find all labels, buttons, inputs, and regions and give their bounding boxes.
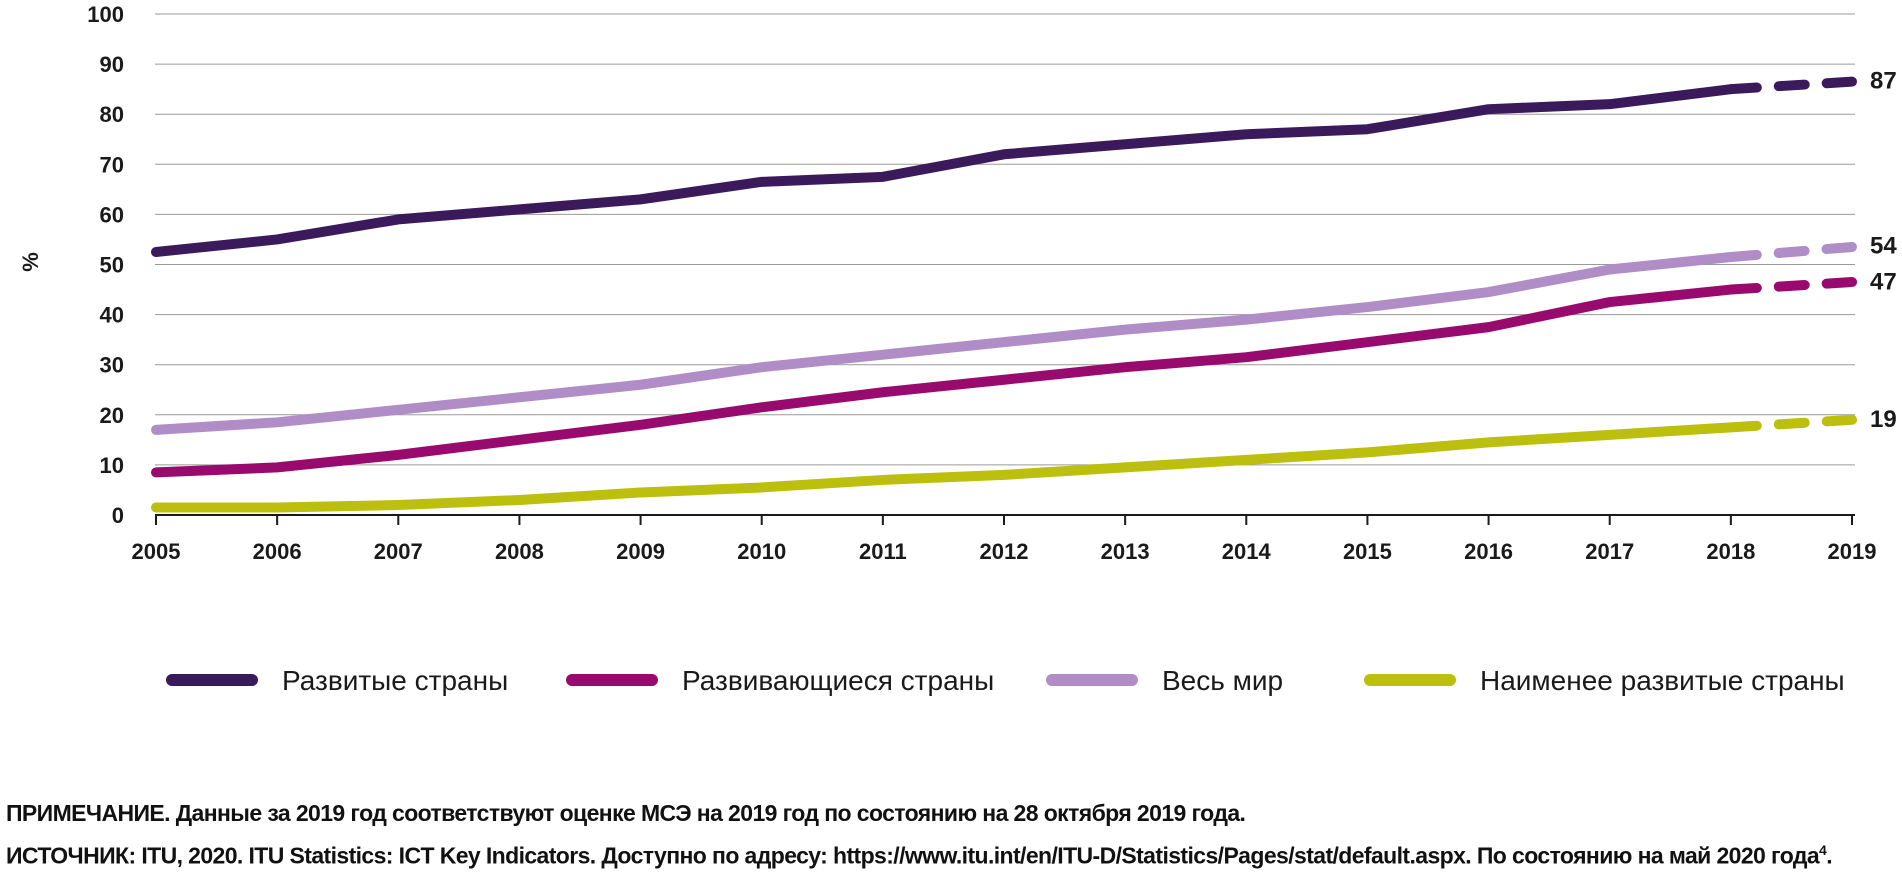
series-line bbox=[151, 422, 1736, 513]
x-tick-label: 2008 bbox=[495, 539, 544, 564]
source-footnote-marker: 4 bbox=[1819, 842, 1827, 858]
y-tick-label: 0 bbox=[112, 503, 124, 528]
series-line-estimate bbox=[1725, 414, 1857, 433]
series-line-estimate bbox=[1725, 76, 1857, 95]
note-text: ПРИМЕЧАНИЕ. Данные за 2019 год соответст… bbox=[6, 800, 1246, 826]
x-tick-label: 2014 bbox=[1222, 539, 1272, 564]
legend-label: Наименее развитые страны bbox=[1480, 665, 1845, 696]
legend-label: Развитые страны bbox=[282, 665, 508, 696]
chart-notes: ПРИМЕЧАНИЕ. Данные за 2019 год соответст… bbox=[6, 795, 1896, 875]
x-tick-label: 2009 bbox=[616, 539, 665, 564]
y-tick-label: 80 bbox=[100, 102, 124, 127]
x-axis: 2005 2006 2007 2008 2009 2010 2011 2012 2013 2014… bbox=[132, 515, 1877, 564]
x-tick-label: 2018 bbox=[1706, 539, 1755, 564]
y-tick-label: 40 bbox=[100, 303, 124, 328]
y-tick-label: 70 bbox=[100, 152, 124, 177]
y-tick-label: 50 bbox=[100, 253, 124, 278]
x-tick-label: 2016 bbox=[1464, 539, 1513, 564]
legend-label: Весь мир bbox=[1162, 665, 1283, 696]
source-text: ИСТОЧНИК: ITU, 2020. ITU Statistics: ICT… bbox=[6, 842, 1833, 869]
x-tick-label: 2015 bbox=[1343, 539, 1392, 564]
x-tick-label: 2010 bbox=[737, 539, 786, 564]
legend-label: Развивающиеся страны bbox=[682, 665, 994, 696]
series-line-estimate bbox=[1725, 277, 1857, 295]
series-line bbox=[151, 84, 1736, 257]
y-tick-label: 60 bbox=[100, 202, 124, 227]
series-line-estimate bbox=[1725, 241, 1857, 262]
y-axis-label: % bbox=[18, 252, 43, 272]
x-tick-label: 2006 bbox=[253, 539, 302, 564]
y-tick-label: 90 bbox=[100, 52, 124, 77]
x-tick-label: 2011 bbox=[859, 539, 907, 564]
x-tick-label: 2013 bbox=[1101, 539, 1150, 564]
y-tick-label: 30 bbox=[100, 353, 124, 378]
source-body: ИСТОЧНИК: ITU, 2020. ITU Statistics: ICT… bbox=[6, 842, 1820, 869]
series-line bbox=[151, 251, 1736, 435]
series-end-label: 54 bbox=[1870, 233, 1897, 260]
x-tick-label: 2019 bbox=[1828, 539, 1877, 564]
y-tick-label: 10 bbox=[100, 453, 124, 478]
series-line bbox=[151, 284, 1736, 478]
x-tick-label: 2017 bbox=[1585, 539, 1634, 564]
y-axis: 0 10 20 30 40 50 60 70 80 90 100 bbox=[87, 2, 124, 528]
y-tick-label: 20 bbox=[100, 403, 124, 428]
series-end-label: 87 bbox=[1870, 68, 1897, 95]
y-tick-label: 100 bbox=[87, 2, 124, 27]
legend: Развитые страны Развивающиеся страны Весь … bbox=[166, 665, 1845, 696]
x-tick-label: 2005 bbox=[132, 539, 181, 564]
series-lines bbox=[151, 76, 1857, 513]
series-end-label: 19 bbox=[1870, 406, 1897, 433]
x-tick-label: 2007 bbox=[374, 539, 423, 564]
end-labels: 87 47 54 19 bbox=[1870, 68, 1897, 433]
series-end-label: 47 bbox=[1870, 269, 1897, 296]
x-tick-label: 2012 bbox=[980, 539, 1029, 564]
